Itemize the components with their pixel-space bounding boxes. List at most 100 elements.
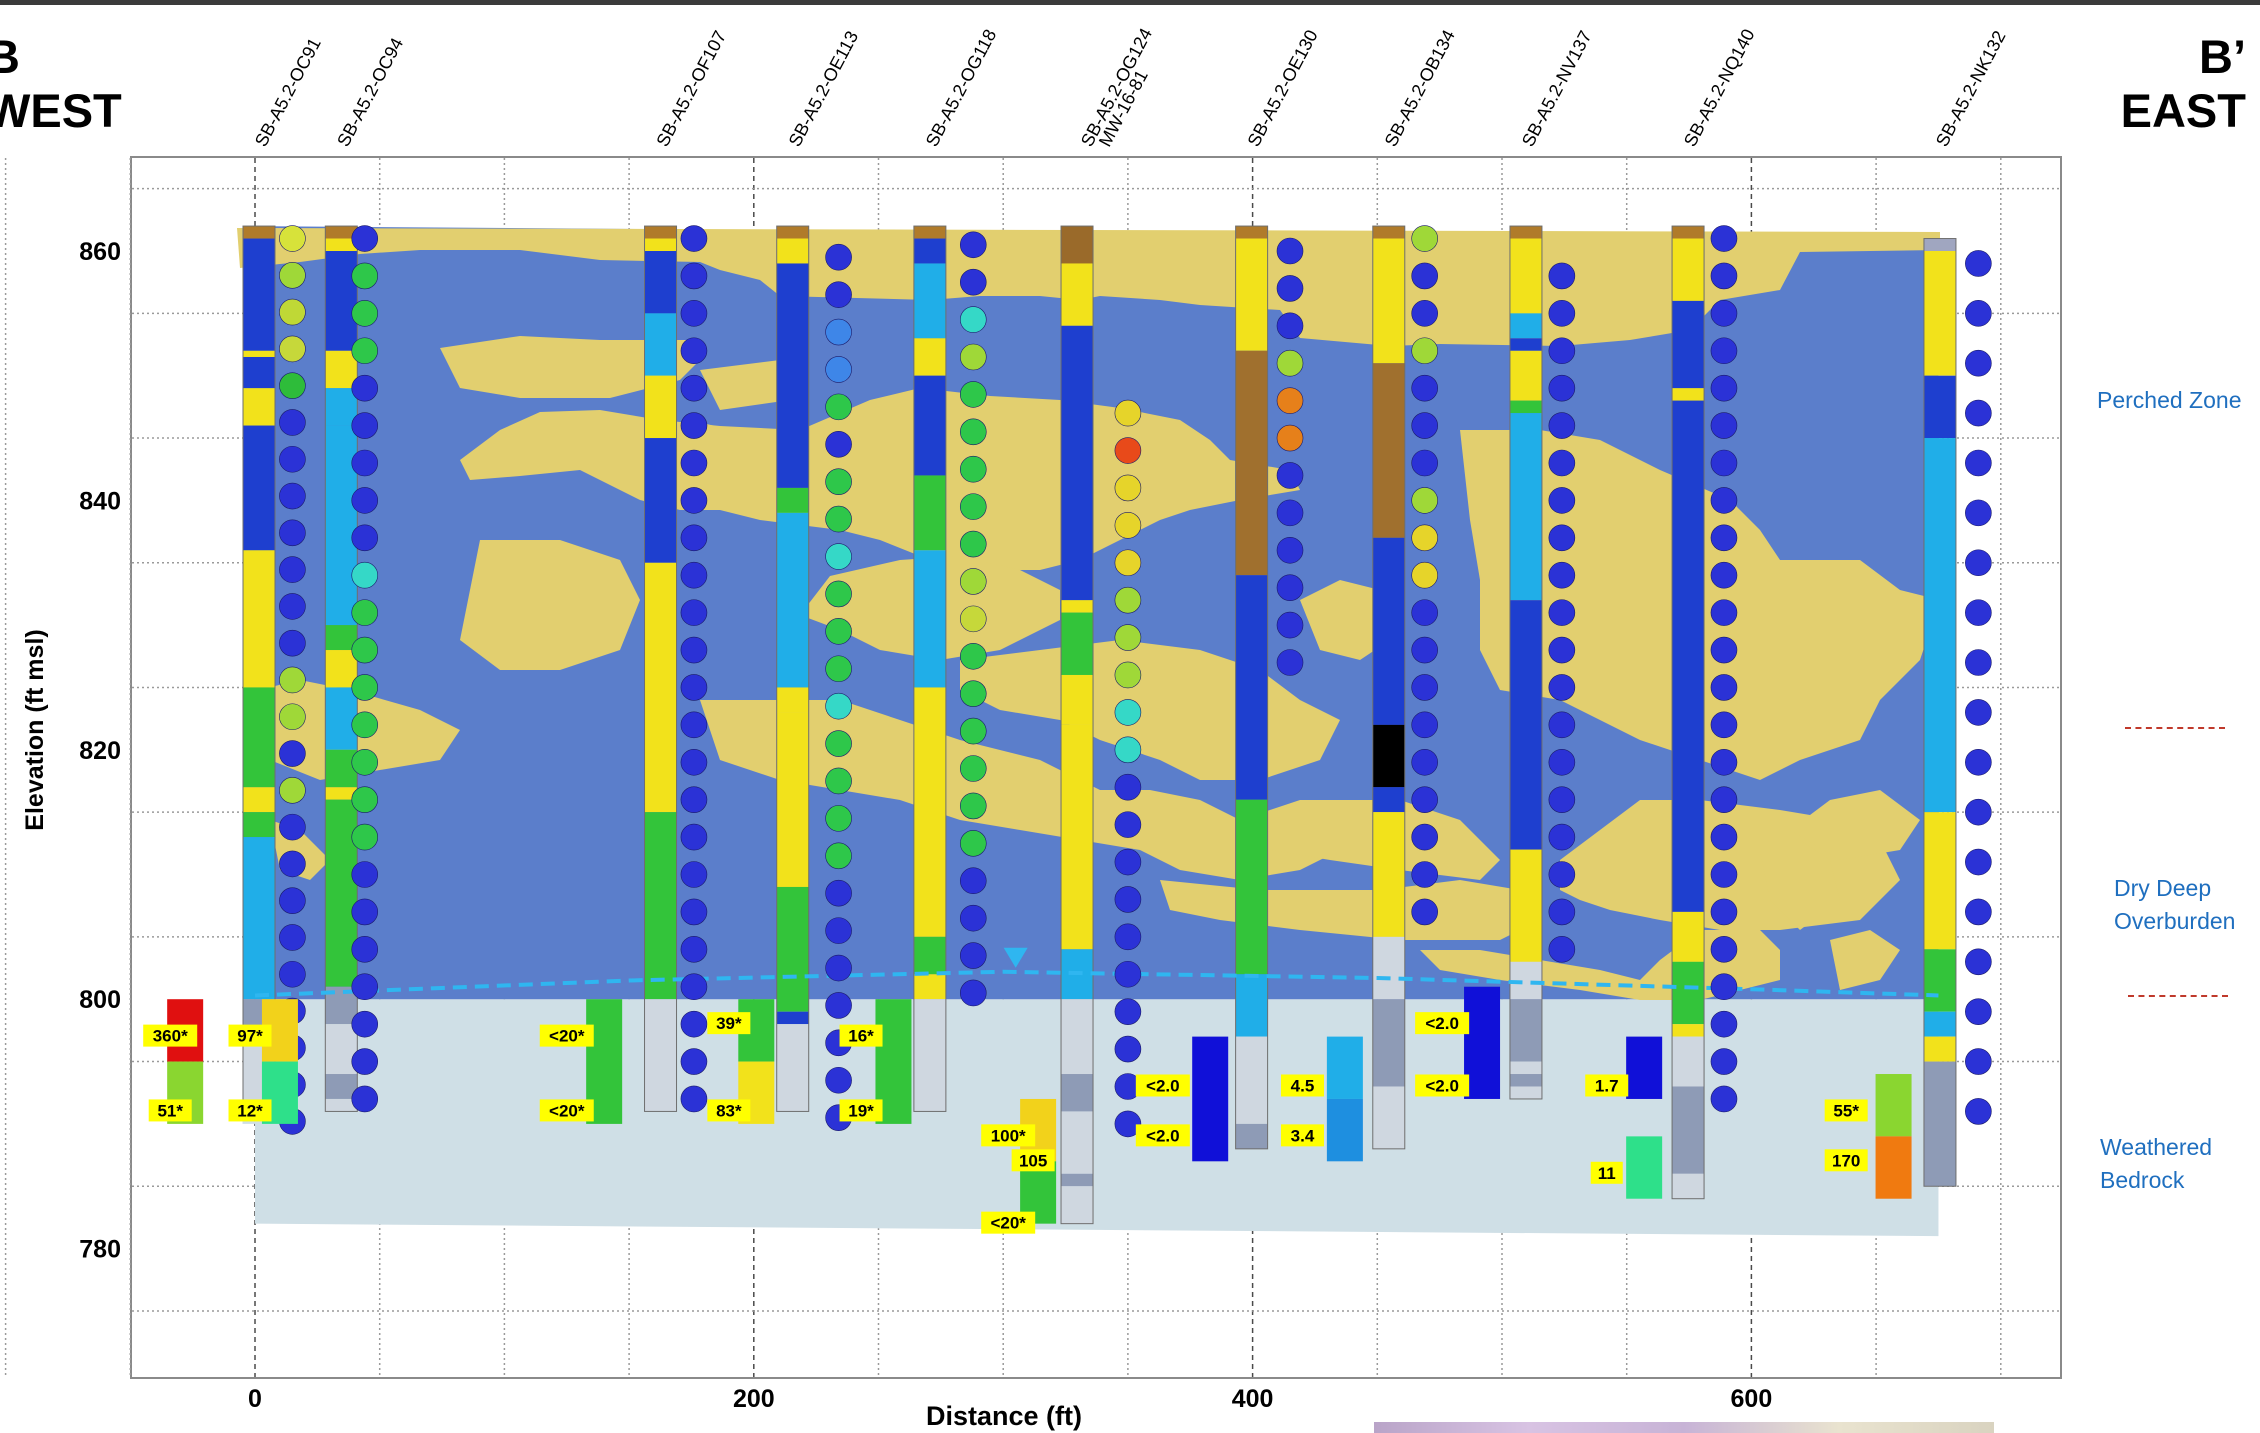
sample-point: [680, 748, 708, 776]
sample-point: [1548, 636, 1576, 664]
x-tick-label: 200: [733, 1385, 775, 1413]
lithology-segment: [1923, 251, 1956, 376]
sample-point: [680, 973, 708, 1001]
bedrock-sample-interval: [1326, 1036, 1363, 1099]
sample-point: [1411, 748, 1438, 776]
sample-point: [825, 767, 852, 795]
sample-point: [959, 231, 987, 259]
lithology-segment: [1672, 1036, 1705, 1087]
sample-point: [959, 642, 987, 670]
sample-point: [825, 730, 852, 757]
sample-point: [279, 225, 306, 252]
sample-value-bg: [839, 1024, 883, 1047]
zone-label-perched: Perched Zone: [2097, 387, 2242, 413]
sample-point: [1548, 711, 1576, 739]
sample-point: [1276, 275, 1304, 302]
lithology-segment: [1372, 363, 1405, 538]
sample-point: [1710, 449, 1738, 477]
sample-point: [1710, 337, 1738, 365]
lithology-segment: [325, 799, 358, 987]
sample-point: [1710, 711, 1738, 739]
sample-point: [825, 543, 852, 570]
sample-value-text: 51*: [157, 1101, 183, 1120]
lithology-segment: [1672, 961, 1705, 1025]
lithology-segment: [1235, 238, 1268, 351]
sample-value-bg: [1280, 1074, 1324, 1097]
sample-point: [1710, 300, 1738, 327]
lithology-segment: [776, 226, 809, 239]
lithology-segment: [1061, 724, 1094, 950]
lithology-segment: [1923, 1011, 1956, 1037]
sample-point: [825, 954, 852, 982]
sample-point: [351, 1010, 379, 1038]
sample-point: [351, 786, 379, 813]
lithology-segment: [1923, 238, 1956, 251]
sample-point: [959, 493, 987, 520]
sample-point: [825, 879, 852, 907]
sample-point: [825, 618, 852, 645]
sample-point: [1965, 848, 1992, 876]
well-casing: [776, 225, 810, 1112]
sample-point: [279, 262, 306, 289]
lithology-segment: [913, 974, 946, 1000]
lithology-segment: [776, 1024, 809, 1112]
sample-point: [1965, 399, 1992, 427]
sample-value-text: 83*: [716, 1101, 742, 1120]
lithology-segment: [243, 238, 275, 351]
sample-point: [959, 942, 987, 969]
sample-point: [351, 898, 379, 926]
sample-value-text: 19*: [848, 1101, 874, 1120]
lithology-segment: [325, 749, 358, 788]
sample-point: [825, 692, 852, 720]
lithology-segment: [776, 886, 809, 1012]
sample-point: [825, 243, 852, 271]
sample-point: [279, 777, 306, 804]
lithology-segment: [243, 687, 275, 788]
sample-point: [1965, 549, 1992, 577]
sample-value-bg: [1415, 1074, 1470, 1097]
sample-point: [1548, 487, 1576, 514]
bedrock-sample-interval: [1192, 1036, 1229, 1162]
lithology-segment: [1061, 612, 1094, 675]
lithology-segment: [243, 226, 275, 239]
borehole-name-label: SB-A5.2-OG118: [922, 26, 1001, 150]
lithology-segment: [1235, 350, 1268, 576]
sample-point: [1710, 487, 1738, 514]
sample-point: [1411, 636, 1438, 664]
sample-point: [1276, 424, 1304, 452]
sample-point: [1114, 1035, 1142, 1063]
sample-point: [959, 904, 987, 932]
sample-point: [959, 568, 987, 595]
sample-value-text: 360*: [153, 1027, 188, 1046]
sample-value-label: 3.4: [1280, 1124, 1324, 1147]
sample-value-label: 11: [1590, 1161, 1623, 1184]
sample-point: [680, 374, 708, 402]
sample-point: [1548, 861, 1576, 888]
sample-point: [1114, 998, 1142, 1025]
sample-point: [825, 393, 852, 421]
sample-point: [1114, 586, 1142, 614]
sample-point: [1710, 898, 1738, 926]
sample-point: [1965, 748, 1992, 776]
sample-point: [1114, 512, 1142, 539]
sample-point: [959, 418, 987, 446]
section-start-direction: WEST: [0, 84, 122, 137]
sample-point: [279, 409, 306, 436]
sample-point: [1411, 337, 1438, 365]
lithology-segment: [776, 687, 809, 713]
lithology-segment: [776, 238, 809, 264]
well-casing: [1671, 225, 1705, 1200]
water-table-marker: [1003, 947, 1028, 968]
sample-point: [1965, 798, 1992, 826]
lithology-segment: [913, 999, 946, 1112]
lithology-segment: [1923, 375, 1956, 439]
sample-value-label: <20*: [981, 1211, 1036, 1234]
sample-point: [1965, 599, 1992, 626]
sample-point: [351, 1085, 379, 1113]
lithology-segment: [1923, 812, 1956, 950]
sample-value-bg: [707, 1012, 751, 1035]
sample-value-label: <2.0: [1415, 1074, 1470, 1097]
sample-point: [680, 487, 708, 514]
lithology-segment: [1509, 413, 1542, 601]
bedrock-sample-interval: [1626, 1036, 1663, 1099]
